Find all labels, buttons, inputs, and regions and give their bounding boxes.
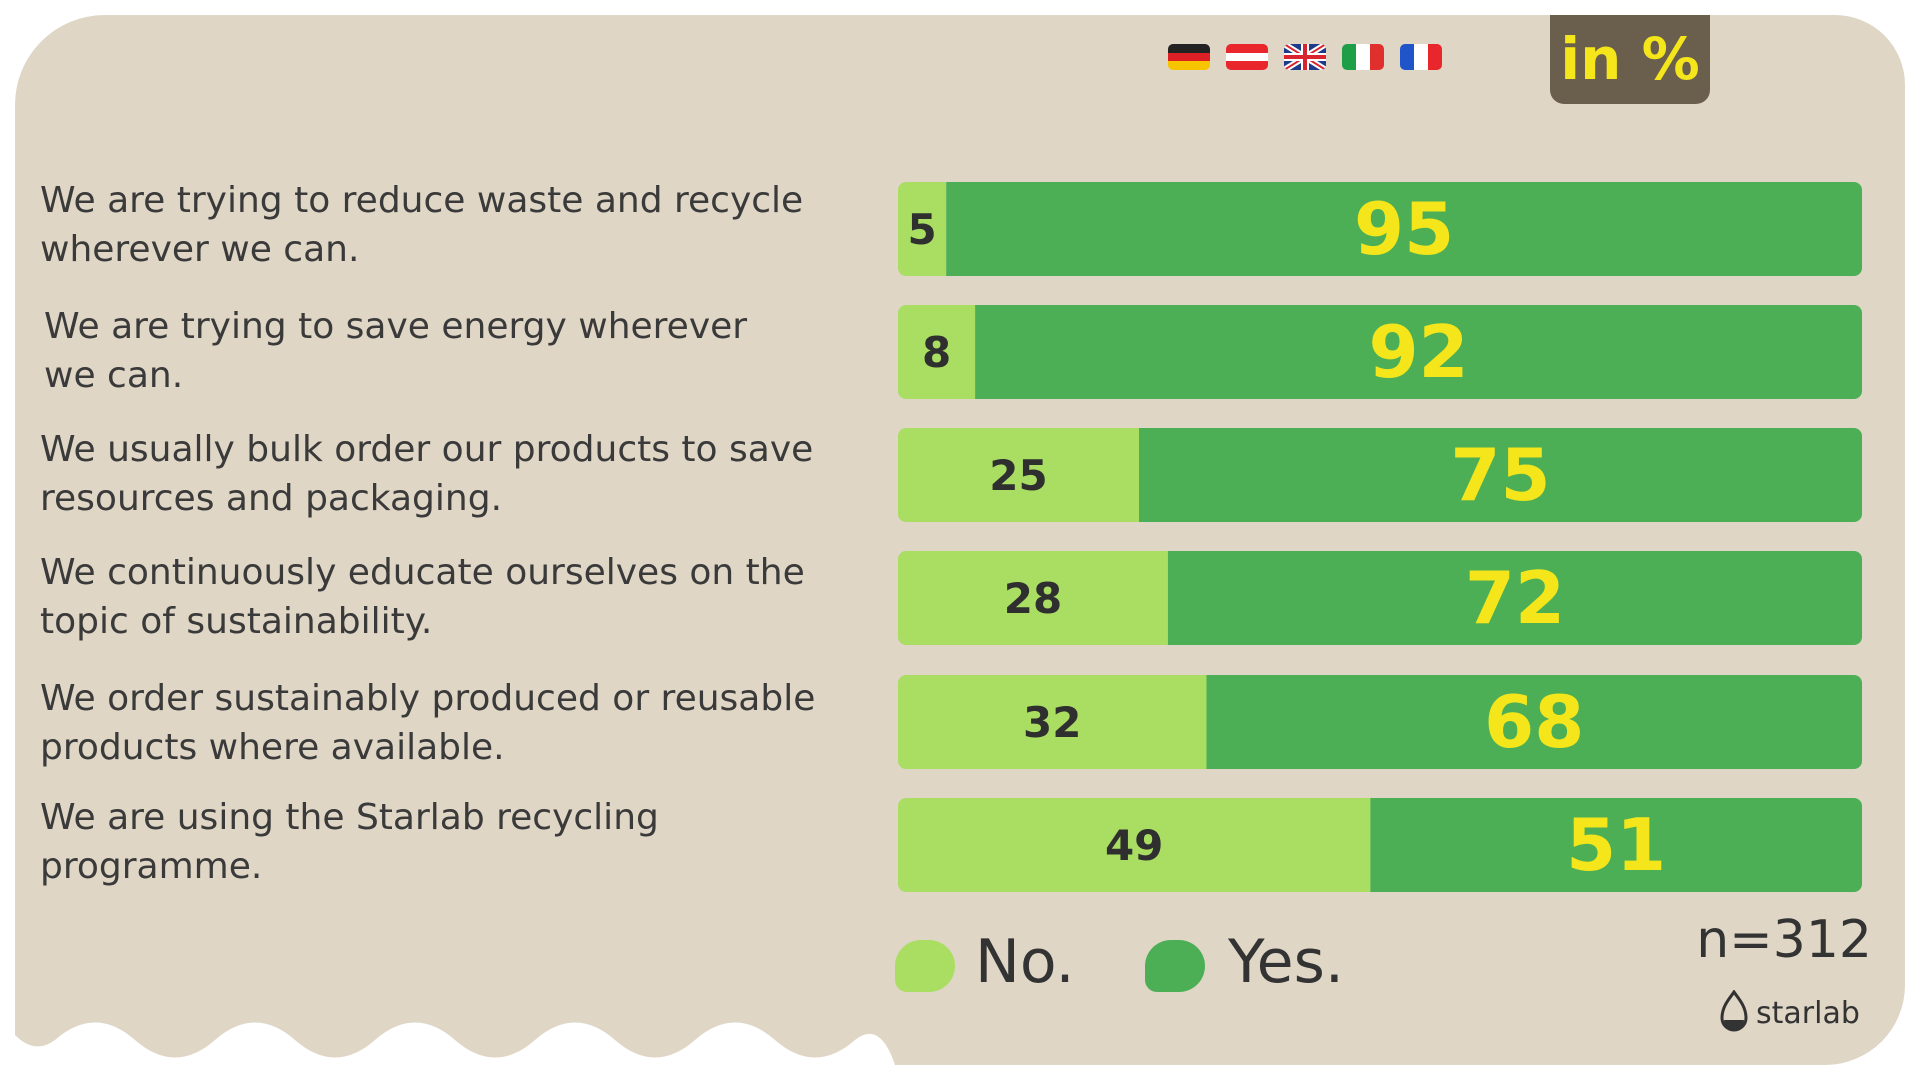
bar-row-2: 8 92	[898, 305, 1862, 399]
sample-size: n=312	[1696, 910, 1872, 970]
row-label-1: We are trying to reduce waste and recycl…	[40, 180, 804, 270]
data-label-no-6: 49	[1105, 821, 1163, 870]
legend-yes-swatch	[1145, 940, 1205, 992]
bar-no-2	[898, 305, 976, 399]
bar-no-5	[898, 675, 1207, 769]
bar-yes-3	[1139, 428, 1862, 522]
row-label-2: We are trying to save energy wherever we…	[44, 306, 748, 396]
data-label-yes-6: 51	[1566, 803, 1666, 887]
row-label-4: We continuously educate ourselves on the…	[40, 552, 805, 642]
bar-row-5: 32 68	[898, 675, 1862, 769]
germany-flag-icon	[1168, 44, 1210, 70]
uk-flag-icon	[1284, 44, 1326, 70]
data-label-yes-5: 68	[1484, 680, 1584, 764]
italy-flag-icon	[1342, 44, 1384, 70]
bar-row-3: 25 75	[898, 428, 1862, 522]
starlab-logo: starlab	[1718, 990, 1868, 1042]
bar-row-1: 5 95	[898, 182, 1862, 276]
bar-yes-2	[975, 305, 1862, 399]
data-label-no-4: 28	[1004, 574, 1062, 623]
bar-yes-1	[946, 182, 1862, 276]
starlab-drop-icon	[1720, 990, 1748, 1032]
france-flag-icon	[1400, 44, 1442, 70]
bar-yes-6	[1370, 798, 1862, 892]
data-label-yes-4: 72	[1465, 556, 1565, 640]
data-label-no-5: 32	[1023, 698, 1081, 747]
logo-text: starlab	[1756, 996, 1860, 1031]
bar-row-6: 49 51	[898, 798, 1862, 892]
austria-flag-icon	[1226, 44, 1268, 70]
bar-yes-5	[1206, 675, 1862, 769]
unit-badge: in %	[1550, 15, 1710, 104]
bar-no-6	[898, 798, 1371, 892]
bar-row-4: 28 72	[898, 551, 1862, 645]
data-label-yes-3: 75	[1450, 433, 1550, 517]
row-label-5: We order sustainably produced or reusabl…	[40, 678, 816, 768]
bar-no-3	[898, 428, 1139, 522]
row-label-3: We usually bulk order our products to sa…	[40, 429, 814, 519]
data-label-yes-1: 95	[1354, 187, 1454, 271]
bar-yes-4	[1167, 551, 1862, 645]
data-label-no-2: 8	[922, 328, 951, 377]
bar-no-4	[898, 551, 1168, 645]
bar-no-1	[898, 182, 947, 276]
row-label-6: We are using the Starlab recycling progr…	[40, 797, 659, 887]
data-label-no-1: 5	[907, 205, 936, 254]
data-label-no-3: 25	[989, 451, 1047, 500]
data-label-yes-2: 92	[1368, 310, 1468, 394]
legend-no-swatch	[895, 940, 955, 992]
legend-no-label: No.	[975, 927, 1075, 997]
legend-yes-label: Yes.	[1228, 927, 1344, 997]
